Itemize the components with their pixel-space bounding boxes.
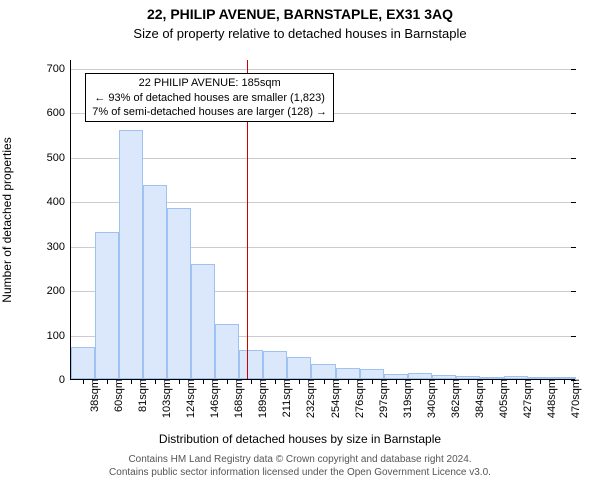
y-tick-label: 700 <box>47 63 71 75</box>
x-tick-mark <box>107 379 108 384</box>
histogram-bar <box>263 351 287 379</box>
y-tick-label: 200 <box>47 285 71 297</box>
x-tick-mark <box>324 379 325 384</box>
y-tick-label: 600 <box>47 107 71 119</box>
x-axis-label: Distribution of detached houses by size … <box>0 432 600 446</box>
x-tick-label: 60sqm <box>111 379 125 412</box>
x-tick-label: 124sqm <box>183 379 197 418</box>
y-tick-mark <box>571 69 576 70</box>
y-tick-mark <box>571 336 576 337</box>
x-tick-label: 276sqm <box>352 379 366 418</box>
x-tick-label: 168sqm <box>231 379 245 418</box>
x-tick-label: 189sqm <box>255 379 269 418</box>
histogram-bar <box>191 264 215 379</box>
histogram-bar <box>143 185 167 379</box>
histogram-bar <box>215 324 239 379</box>
x-tick-mark <box>299 379 300 384</box>
x-tick-mark <box>516 379 517 384</box>
x-tick-label: 297sqm <box>376 379 390 418</box>
y-tick-label: 0 <box>59 374 71 386</box>
y-tick-label: 400 <box>47 196 71 208</box>
gridline <box>71 158 575 159</box>
y-tick-label: 100 <box>47 330 71 342</box>
histogram-bar <box>71 347 95 379</box>
x-tick-mark <box>131 379 132 384</box>
y-tick-mark <box>571 291 576 292</box>
x-tick-label: 38sqm <box>87 379 101 412</box>
y-axis-label: Number of detached properties <box>0 137 14 302</box>
x-tick-mark <box>179 379 180 384</box>
y-tick-mark <box>571 247 576 248</box>
chart-footer: Contains HM Land Registry data © Crown c… <box>0 454 600 479</box>
y-tick-mark <box>571 202 576 203</box>
footer-line-2: Contains public sector information licen… <box>0 467 600 480</box>
gridline <box>71 69 575 70</box>
histogram-bar <box>119 130 143 379</box>
x-tick-mark <box>492 379 493 384</box>
x-tick-label: 384sqm <box>472 379 486 418</box>
x-tick-label: 340sqm <box>424 379 438 418</box>
y-tick-label: 300 <box>47 241 71 253</box>
y-tick-label: 500 <box>47 152 71 164</box>
x-tick-label: 232sqm <box>303 379 317 418</box>
x-tick-label: 146sqm <box>207 379 221 418</box>
x-tick-mark <box>83 379 84 384</box>
histogram-bar <box>336 368 360 379</box>
histogram-bar <box>167 208 191 379</box>
x-tick-label: 211sqm <box>279 379 293 417</box>
annotation-line: 7% of semi-detached houses are larger (1… <box>92 105 327 119</box>
x-tick-mark <box>251 379 252 384</box>
x-tick-label: 81sqm <box>135 379 149 412</box>
footer-line-1: Contains HM Land Registry data © Crown c… <box>0 454 600 467</box>
y-tick-mark <box>571 158 576 159</box>
histogram-bar <box>311 364 335 379</box>
plot-area: 010020030040050060070038sqm60sqm81sqm103… <box>70 60 575 380</box>
x-tick-label: 319sqm <box>400 379 414 418</box>
annotation-line: ← 93% of detached houses are smaller (1,… <box>92 91 327 105</box>
x-tick-mark <box>444 379 445 384</box>
chart-subtitle: Size of property relative to detached ho… <box>0 26 600 41</box>
histogram-bar <box>360 369 384 379</box>
x-tick-mark <box>372 379 373 384</box>
annotation-box: 22 PHILIP AVENUE: 185sqm← 93% of detache… <box>85 73 334 122</box>
x-tick-label: 427sqm <box>520 379 534 418</box>
x-tick-label: 362sqm <box>448 379 462 418</box>
x-tick-mark <box>227 379 228 384</box>
x-tick-label: 448sqm <box>544 379 558 418</box>
x-tick-mark <box>155 379 156 384</box>
x-tick-mark <box>203 379 204 384</box>
y-tick-mark <box>571 113 576 114</box>
x-tick-label: 405sqm <box>496 379 510 418</box>
x-tick-label: 103sqm <box>159 379 173 418</box>
chart-title: 22, PHILIP AVENUE, BARNSTAPLE, EX31 3AQ <box>0 6 600 22</box>
x-tick-mark <box>540 379 541 384</box>
x-tick-mark <box>348 379 349 384</box>
x-tick-mark <box>396 379 397 384</box>
chart-container: { "chart": { "type": "histogram", "title… <box>0 0 600 500</box>
x-tick-mark <box>420 379 421 384</box>
annotation-line: 22 PHILIP AVENUE: 185sqm <box>92 76 327 90</box>
histogram-bar <box>287 357 311 379</box>
x-tick-label: 470sqm <box>568 379 582 418</box>
histogram-bar <box>95 232 119 379</box>
histogram-bar <box>239 350 263 379</box>
x-tick-mark <box>275 379 276 384</box>
x-tick-mark <box>564 379 565 384</box>
x-tick-label: 254sqm <box>328 379 342 418</box>
x-tick-mark <box>468 379 469 384</box>
